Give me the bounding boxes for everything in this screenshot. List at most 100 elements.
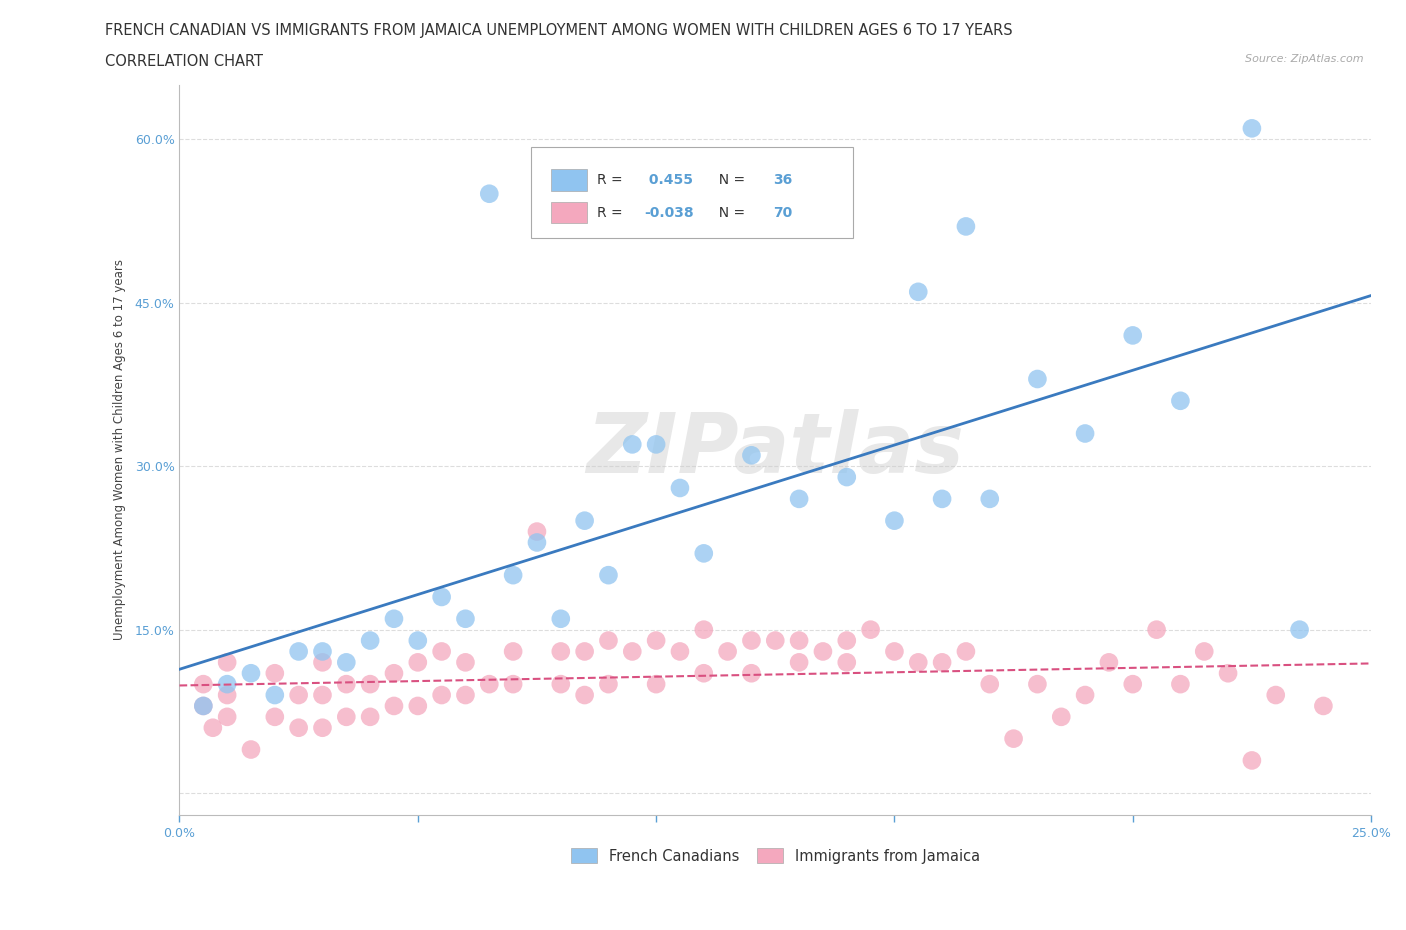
Point xyxy=(645,633,668,648)
Point xyxy=(621,437,644,452)
Point xyxy=(335,655,357,670)
Text: 36: 36 xyxy=(773,173,792,187)
Text: R =: R = xyxy=(596,173,627,187)
Text: 0.455: 0.455 xyxy=(644,173,693,187)
Point xyxy=(430,590,453,604)
Point xyxy=(335,677,357,692)
Point xyxy=(1098,655,1121,670)
FancyBboxPatch shape xyxy=(531,147,852,238)
Point xyxy=(201,721,224,736)
Point xyxy=(311,721,333,736)
Point xyxy=(1026,677,1049,692)
Point xyxy=(787,633,810,648)
Point xyxy=(263,666,285,681)
Point xyxy=(1122,328,1144,343)
Text: CORRELATION CHART: CORRELATION CHART xyxy=(105,54,263,69)
Point xyxy=(217,687,239,702)
FancyBboxPatch shape xyxy=(551,168,588,191)
Point xyxy=(645,437,668,452)
Point xyxy=(454,655,477,670)
Point xyxy=(263,710,285,724)
Point xyxy=(931,491,953,506)
Point xyxy=(979,677,1001,692)
Point xyxy=(1170,393,1192,408)
Point xyxy=(955,219,977,233)
Point xyxy=(406,655,429,670)
Point xyxy=(287,644,309,658)
Point xyxy=(669,481,692,496)
Point xyxy=(931,655,953,670)
FancyBboxPatch shape xyxy=(551,202,588,223)
Point xyxy=(335,710,357,724)
Point xyxy=(740,666,762,681)
Point xyxy=(359,710,381,724)
Point xyxy=(955,644,977,658)
Point xyxy=(883,513,905,528)
Point xyxy=(240,742,263,757)
Point xyxy=(193,698,215,713)
Point xyxy=(1240,121,1263,136)
Point xyxy=(574,687,596,702)
Point xyxy=(382,666,405,681)
Point xyxy=(526,535,548,550)
Point xyxy=(693,622,716,637)
Point xyxy=(550,677,572,692)
Point xyxy=(287,721,309,736)
Text: 70: 70 xyxy=(773,206,792,219)
Point xyxy=(645,677,668,692)
Point xyxy=(835,655,858,670)
Point xyxy=(669,644,692,658)
Point xyxy=(217,677,239,692)
Point xyxy=(1122,677,1144,692)
Point xyxy=(287,687,309,702)
Point xyxy=(621,644,644,658)
Legend: French Canadians, Immigrants from Jamaica: French Canadians, Immigrants from Jamaic… xyxy=(565,843,986,870)
Text: FRENCH CANADIAN VS IMMIGRANTS FROM JAMAICA UNEMPLOYMENT AMONG WOMEN WITH CHILDRE: FRENCH CANADIAN VS IMMIGRANTS FROM JAMAI… xyxy=(105,23,1014,38)
Point xyxy=(311,655,333,670)
Point xyxy=(598,677,620,692)
Point xyxy=(763,633,786,648)
Point xyxy=(550,644,572,658)
Point xyxy=(311,687,333,702)
Point xyxy=(835,470,858,485)
Point xyxy=(1194,644,1216,658)
Text: -0.038: -0.038 xyxy=(644,206,693,219)
Point xyxy=(574,644,596,658)
Text: Source: ZipAtlas.com: Source: ZipAtlas.com xyxy=(1246,54,1364,64)
Point xyxy=(454,687,477,702)
Point xyxy=(1264,687,1286,702)
Text: N =: N = xyxy=(710,206,749,219)
Point xyxy=(907,285,929,299)
Point xyxy=(1074,687,1097,702)
Point xyxy=(502,644,524,658)
Point xyxy=(1288,622,1310,637)
Point xyxy=(217,710,239,724)
Point xyxy=(1074,426,1097,441)
Point xyxy=(406,633,429,648)
Point xyxy=(693,666,716,681)
Y-axis label: Unemployment Among Women with Children Ages 6 to 17 years: Unemployment Among Women with Children A… xyxy=(114,259,127,641)
Point xyxy=(1026,372,1049,387)
Point xyxy=(359,677,381,692)
Point xyxy=(693,546,716,561)
Point xyxy=(454,611,477,626)
Point xyxy=(574,513,596,528)
Point xyxy=(406,698,429,713)
Point xyxy=(1240,753,1263,768)
Point xyxy=(1216,666,1239,681)
Point xyxy=(311,644,333,658)
Point xyxy=(740,633,762,648)
Text: ZIPatlas: ZIPatlas xyxy=(586,409,965,490)
Point xyxy=(382,698,405,713)
Point xyxy=(1170,677,1192,692)
Point xyxy=(883,644,905,658)
Point xyxy=(740,448,762,463)
Point xyxy=(478,677,501,692)
Point xyxy=(217,655,239,670)
Point xyxy=(787,491,810,506)
Point xyxy=(550,611,572,626)
Point xyxy=(359,633,381,648)
Point xyxy=(430,687,453,702)
Point xyxy=(717,644,740,658)
Point xyxy=(382,611,405,626)
